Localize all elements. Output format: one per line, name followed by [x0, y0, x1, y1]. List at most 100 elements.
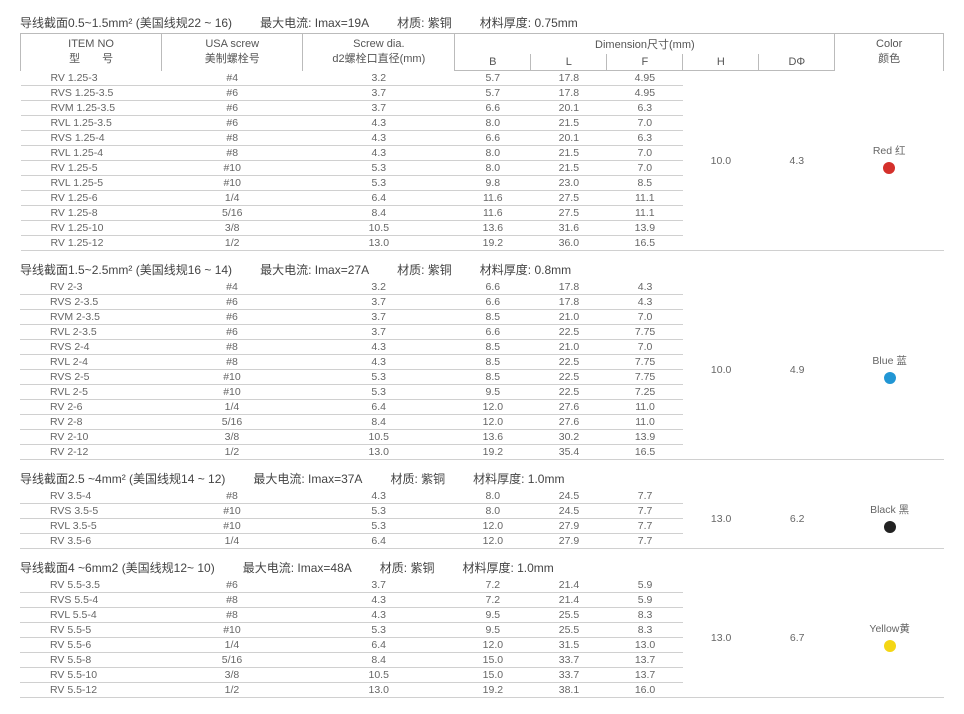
cell-F: 4.3	[607, 280, 683, 295]
cell-B: 6.6	[455, 325, 531, 340]
cell-L: 21.4	[531, 593, 607, 608]
cell-item: RV 5.5-10	[20, 668, 161, 683]
cell-screw: 5.3	[303, 504, 455, 519]
cell-F: 7.7	[607, 489, 683, 504]
cell-usa: 1/4	[161, 638, 302, 653]
cell-screw: 10.5	[303, 221, 455, 236]
cell-D: 4.9	[759, 280, 835, 460]
material-label: 材质: 紫铜	[380, 559, 435, 576]
cell-B: 8.5	[455, 370, 531, 385]
section-header: 导线截面0.5~1.5mm² (美国线规22 ~ 16) 最大电流: Imax=…	[20, 10, 944, 33]
cell-usa: #8	[161, 355, 302, 370]
cell-usa: #8	[162, 131, 303, 146]
cell-screw: 4.3	[303, 116, 455, 131]
cell-item: RVL 3.5-5	[20, 519, 161, 534]
cell-usa: 3/8	[161, 668, 302, 683]
cell-usa: 3/8	[162, 221, 303, 236]
cell-L: 31.6	[531, 221, 607, 236]
cell-item: RVL 5.5-4	[20, 608, 161, 623]
cell-F: 7.7	[607, 519, 683, 534]
cell-L: 27.6	[531, 400, 607, 415]
cell-screw: 6.4	[303, 400, 455, 415]
cell-B: 19.2	[455, 236, 531, 251]
table-row: RV 2-3 #4 3.2 6.6 17.8 4.310.0 4.9 Blue …	[20, 280, 944, 295]
cell-B: 8.0	[455, 116, 531, 131]
material-label: 材质: 紫铜	[390, 470, 445, 487]
cell-screw: 6.4	[303, 534, 455, 549]
cell-F: 11.1	[607, 191, 683, 206]
thickness-label: 材料厚度: 0.8mm	[480, 261, 571, 278]
cell-L: 38.1	[531, 683, 607, 698]
cell-usa: 1/2	[161, 683, 302, 698]
cell-screw: 3.7	[303, 310, 455, 325]
cell-F: 11.0	[607, 400, 683, 415]
cell-item: RV 5.5-12	[20, 683, 161, 698]
cell-item: RVL 2-4	[20, 355, 161, 370]
thickness-label: 材料厚度: 1.0mm	[462, 559, 553, 576]
cell-D: 6.2	[759, 489, 835, 549]
cell-usa: 1/4	[161, 400, 302, 415]
cell-item: RV 3.5-4	[20, 489, 161, 504]
cell-screw: 4.3	[303, 608, 455, 623]
cell-L: 25.5	[531, 623, 607, 638]
cell-B: 13.6	[455, 221, 531, 236]
cell-screw: 3.7	[303, 295, 455, 310]
cell-H: 10.0	[683, 280, 759, 460]
cell-item: RVS 1.25-3.5	[21, 86, 162, 101]
spec-table: RV 3.5-4 #8 4.3 8.0 24.5 7.713.0 6.2 Bla…	[20, 489, 944, 549]
cross-section-label: 导线截面0.5~1.5mm² (美国线规22 ~ 16)	[20, 14, 232, 31]
cell-screw: 4.3	[303, 593, 455, 608]
cell-L: 20.1	[531, 101, 607, 116]
cell-item: RVS 5.5-4	[20, 593, 161, 608]
color-dot	[884, 640, 896, 652]
cell-L: 21.5	[531, 146, 607, 161]
cell-screw: 3.2	[303, 71, 455, 86]
material-label: 材质: 紫铜	[397, 261, 452, 278]
cell-L: 22.5	[531, 325, 607, 340]
cell-screw: 5.3	[303, 519, 455, 534]
cell-L: 21.5	[531, 116, 607, 131]
section-0: 导线截面0.5~1.5mm² (美国线规22 ~ 16) 最大电流: Imax=…	[20, 10, 944, 251]
cell-F: 13.9	[607, 430, 683, 445]
cell-usa: #6	[161, 310, 302, 325]
cell-B: 7.2	[455, 578, 531, 593]
cell-screw: 5.3	[303, 370, 455, 385]
cell-usa: 1/4	[162, 191, 303, 206]
cell-F: 7.75	[607, 370, 683, 385]
cell-screw: 10.5	[303, 668, 455, 683]
spec-table: RV 5.5-3.5 #6 3.7 7.2 21.4 5.913.0 6.7 Y…	[20, 578, 944, 698]
cell-F: 7.75	[607, 325, 683, 340]
cell-item: RVS 2-4	[20, 340, 161, 355]
cell-B: 5.7	[455, 86, 531, 101]
cell-usa: #10	[161, 623, 302, 638]
cell-item: RV 1.25-6	[21, 191, 162, 206]
cell-B: 9.5	[455, 608, 531, 623]
col-B: B	[455, 54, 531, 71]
imax-label: 最大电流: Imax=19A	[260, 14, 369, 31]
cell-item: RV 2-8	[20, 415, 161, 430]
cell-L: 27.5	[531, 191, 607, 206]
cell-H: 10.0	[683, 71, 759, 251]
cell-B: 15.0	[455, 653, 531, 668]
cell-B: 12.0	[455, 415, 531, 430]
col-item: ITEM NO型 号	[21, 34, 162, 71]
cell-usa: #6	[161, 325, 302, 340]
cell-B: 12.0	[455, 638, 531, 653]
color-label: Red 红	[839, 143, 940, 158]
cell-usa: #8	[161, 340, 302, 355]
cell-usa: 5/16	[161, 653, 302, 668]
cell-F: 7.25	[607, 385, 683, 400]
cell-screw: 8.4	[303, 653, 455, 668]
cross-section-label: 导线截面1.5~2.5mm² (美国线规16 ~ 14)	[20, 261, 232, 278]
cell-B: 9.5	[455, 385, 531, 400]
section-2: 导线截面2.5 ~4mm² (美国线规14 ~ 12) 最大电流: Imax=3…	[20, 466, 944, 549]
cell-screw: 8.4	[303, 415, 455, 430]
col-screw: Screw dia.d2螺栓口直径(mm)	[303, 34, 455, 71]
cell-usa: #6	[161, 295, 302, 310]
imax-label: 最大电流: Imax=27A	[260, 261, 369, 278]
cell-screw: 3.2	[303, 280, 455, 295]
col-D: DΦ	[759, 54, 835, 71]
cell-L: 25.5	[531, 608, 607, 623]
cell-F: 8.5	[607, 176, 683, 191]
cell-color: Blue 蓝	[835, 280, 944, 460]
